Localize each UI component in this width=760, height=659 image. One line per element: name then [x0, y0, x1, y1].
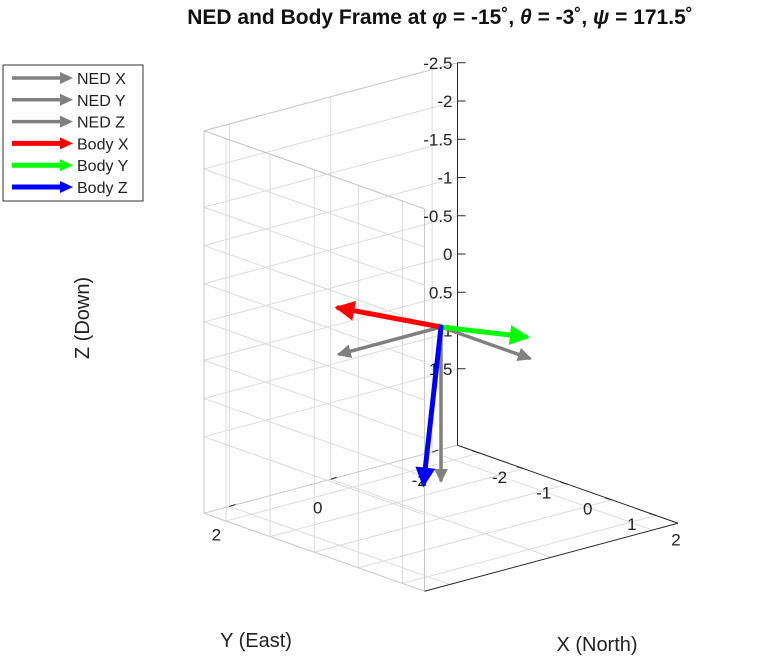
floor-grid-y	[229, 505, 451, 585]
legend-arrowhead	[60, 159, 73, 172]
legend-arrowhead	[60, 137, 73, 150]
vector-ned-y	[336, 325, 443, 359]
x-tick	[472, 450, 480, 454]
z-tick-label: 0.5	[429, 283, 453, 302]
title-part-4: = 171.5˚	[609, 6, 692, 29]
x-axis-line	[424, 522, 679, 592]
title-psi: ψ	[593, 6, 609, 29]
wall-grid-z	[203, 215, 458, 285]
x-tick-label: 2	[671, 530, 680, 549]
wall-grid-z	[203, 253, 458, 323]
floor-grid-y	[330, 478, 552, 558]
box-edge	[203, 62, 458, 132]
x-tick-label: 0	[583, 499, 592, 518]
x-tick	[560, 481, 568, 485]
legend-arrowhead	[60, 115, 73, 128]
y-tick-label: 0	[313, 498, 322, 517]
box-edge	[203, 512, 425, 592]
wall-grid-z	[203, 177, 458, 246]
legend-label: Body Z	[77, 180, 128, 197]
z-tick-label: -0.5	[423, 207, 452, 226]
title-part-3: = -3˚,	[532, 6, 593, 29]
chart-title: NED and Body Frame at φ = -15˚, θ = -3˚,…	[187, 6, 693, 29]
wall-grid-z	[203, 291, 458, 361]
x-tick-label: 1	[627, 515, 636, 534]
legend-label: NED Z	[77, 115, 125, 132]
z-tick-label: 0	[443, 245, 452, 264]
x-tick	[516, 466, 524, 470]
wall-grid-z	[203, 359, 425, 439]
x-tick-label: -2	[492, 468, 507, 487]
vector-body-y	[438, 324, 530, 345]
title-part-1: NED and Body Frame at	[187, 6, 432, 29]
z-tick-label: -2	[437, 92, 452, 111]
wall-grid-z	[203, 138, 458, 208]
floor-grid-y	[431, 451, 653, 531]
y-axis-label: Y (East)	[220, 630, 292, 652]
legend-arrowhead	[60, 93, 73, 106]
vector-body-z	[415, 324, 444, 488]
legend-label: NED X	[77, 71, 126, 88]
legend-label: NED Y	[77, 93, 126, 110]
z-axis-label: Z (Down)	[72, 277, 94, 359]
x-tick	[604, 497, 612, 501]
vector-layer	[334, 300, 532, 488]
title-phi: φ	[432, 6, 447, 29]
z-tick-label: -2.5	[423, 54, 452, 73]
legend-arrowhead	[60, 72, 73, 84]
x-tick-label: -1	[536, 484, 551, 503]
wall-grid-z	[203, 100, 458, 170]
legend-box	[2, 64, 144, 202]
y-tick	[229, 503, 236, 507]
legend-label: Body Y	[77, 158, 129, 175]
vector-ned-x	[439, 325, 532, 362]
wall-grid-z	[203, 436, 425, 516]
legend: NED X NED Y NED Z Body X Body Y Body Z	[2, 64, 144, 202]
wall-grid-z	[203, 368, 458, 438]
x-axis-label: X (North)	[556, 634, 637, 656]
box-edge	[203, 130, 425, 210]
wall-grid-z	[203, 330, 458, 399]
title-part-2: = -15˚,	[447, 6, 520, 29]
y-tick	[330, 476, 337, 480]
vector-body-x	[334, 300, 444, 330]
legend-arrowhead	[60, 181, 73, 193]
x-tick	[648, 512, 657, 516]
title-theta: θ	[520, 6, 532, 29]
z-tick-label: -1	[437, 169, 452, 188]
y-tick-label: 2	[212, 525, 221, 544]
y-tick	[431, 449, 439, 453]
z-tick-label: -1.5	[423, 130, 452, 149]
legend-label: Body X	[77, 136, 129, 153]
